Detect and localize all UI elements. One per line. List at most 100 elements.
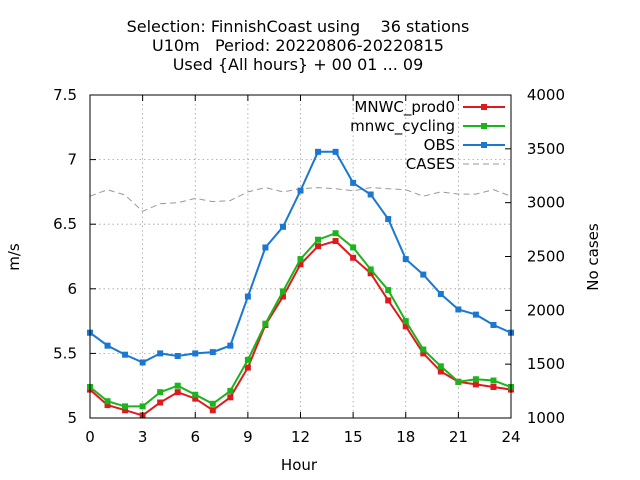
series-point-obs <box>262 244 269 251</box>
chart-title-line: Selection: FinnishCoast using 36 station… <box>127 17 470 36</box>
series-point-obs <box>437 290 444 297</box>
y-tick-label: 7.5 <box>53 86 77 104</box>
legend-marker <box>481 123 487 129</box>
series-point-mnwc_prod0 <box>490 383 497 390</box>
series-point-mnwc_cycling <box>192 391 199 398</box>
series-point-obs <box>455 306 462 313</box>
series-point-mnwc_prod0 <box>437 368 444 375</box>
chart-title-line: U10m Period: 20220806-20220815 <box>152 36 444 55</box>
series-point-mnwc_prod0 <box>350 254 357 261</box>
series-point-obs <box>297 187 304 194</box>
series-point-mnwc_prod0 <box>192 395 199 402</box>
legend-marker <box>481 104 487 110</box>
series-point-obs <box>122 351 129 358</box>
y-axis-label: m/s <box>5 243 23 271</box>
series-point-obs <box>332 148 339 155</box>
series-point-mnwc_cycling <box>315 236 322 243</box>
series-point-mnwc_cycling <box>350 244 357 251</box>
x-tick-label: 24 <box>501 428 520 446</box>
x-tick-label: 6 <box>190 428 200 446</box>
series-point-mnwc_prod0 <box>227 394 234 401</box>
y2-tick-label: 3000 <box>527 194 565 212</box>
y2-tick-label: 4000 <box>527 86 565 104</box>
legend-label: CASES <box>406 155 455 173</box>
series-point-mnwc_prod0 <box>297 261 304 268</box>
chart-title-line: Used {All hours} + 00 01 ... 09 <box>173 55 424 74</box>
x-tick-label: 21 <box>449 428 468 446</box>
series-point-mnwc_cycling <box>174 382 181 389</box>
series-point-mnwc_prod0 <box>385 297 392 304</box>
series-point-mnwc_cycling <box>385 287 392 294</box>
x-tick-label: 3 <box>138 428 148 446</box>
legend-label: mnwc_cycling <box>350 117 455 136</box>
series-point-mnwc_prod0 <box>332 237 339 244</box>
series-point-obs <box>350 179 357 186</box>
y2-tick-label: 3500 <box>527 140 565 158</box>
series-point-mnwc_cycling <box>437 363 444 370</box>
series-point-mnwc_cycling <box>244 356 251 363</box>
series-point-mnwc_cycling <box>157 389 164 396</box>
series-point-mnwc_prod0 <box>279 293 286 300</box>
series-point-mnwc_cycling <box>402 318 409 325</box>
y-tick-label: 6.5 <box>53 215 77 233</box>
series-point-mnwc_cycling <box>227 387 234 394</box>
series-point-obs <box>192 350 199 357</box>
series-point-mnwc_prod0 <box>244 364 251 371</box>
series-point-obs <box>385 216 392 223</box>
y-tick-label: 5.5 <box>53 344 77 362</box>
series-point-mnwc_cycling <box>122 403 129 410</box>
series-point-obs <box>490 321 497 328</box>
x-tick-label: 18 <box>396 428 415 446</box>
series-point-mnwc_prod0 <box>209 407 216 414</box>
series-point-mnwc_cycling <box>420 346 427 353</box>
x-tick-label: 15 <box>344 428 363 446</box>
y-tick-label: 7 <box>67 151 77 169</box>
series-point-mnwc_prod0 <box>472 381 479 388</box>
y-tick-label: 5 <box>67 409 77 427</box>
series-point-mnwc_prod0 <box>157 399 164 406</box>
series-point-mnwc_cycling <box>279 288 286 295</box>
series-point-mnwc_cycling <box>332 230 339 237</box>
series-point-obs <box>227 342 234 349</box>
series-point-mnwc_cycling <box>472 376 479 383</box>
series-point-mnwc_cycling <box>104 398 111 405</box>
chart-title: Selection: FinnishCoast using 36 station… <box>127 17 470 74</box>
series-point-mnwc_prod0 <box>367 270 374 277</box>
series-point-obs <box>472 311 479 318</box>
series-point-obs <box>315 148 322 155</box>
series-point-mnwc_cycling <box>297 256 304 263</box>
series-point-mnwc_cycling <box>490 377 497 384</box>
series-point-obs <box>209 349 216 356</box>
series-point-mnwc_prod0 <box>315 243 322 250</box>
legend-label: OBS <box>424 136 455 154</box>
series-point-obs <box>279 223 286 230</box>
series-point-mnwc_cycling <box>209 400 216 407</box>
y-axis-ticks: 5 5.5 6 6.5 7 7.5 <box>53 86 96 427</box>
series-point-obs <box>139 359 146 366</box>
y2-axis-ticks: 1000 1500 2000 2500 3000 3500 4000 <box>505 86 565 427</box>
series-point-obs <box>174 352 181 359</box>
data-series <box>87 148 514 419</box>
series-point-mnwc_prod0 <box>104 402 111 409</box>
series-point-mnwc_cycling <box>139 403 146 410</box>
series-point-obs <box>244 293 251 300</box>
x-axis-ticks: 0 3 6 9 12 15 18 21 24 <box>85 95 521 446</box>
x-tick-label: 9 <box>243 428 253 446</box>
series-point-mnwc_prod0 <box>174 389 181 396</box>
series-point-obs <box>104 342 111 349</box>
legend-label: MNWC_prod0 <box>354 98 455 117</box>
series-point-mnwc_cycling <box>367 266 374 273</box>
x-axis-label: Hour <box>281 456 318 474</box>
series-point-mnwc_prod0 <box>122 407 129 414</box>
y2-tick-label: 2000 <box>527 301 565 319</box>
y2-axis-label: No cases <box>584 223 602 291</box>
y2-tick-label: 1500 <box>527 355 565 373</box>
y-tick-label: 6 <box>67 280 77 298</box>
series-point-obs <box>157 350 164 357</box>
y2-tick-label: 2500 <box>527 248 565 266</box>
series-point-obs <box>420 271 427 278</box>
series-point-mnwc_prod0 <box>402 323 409 330</box>
series-point-mnwc_prod0 <box>420 350 427 357</box>
